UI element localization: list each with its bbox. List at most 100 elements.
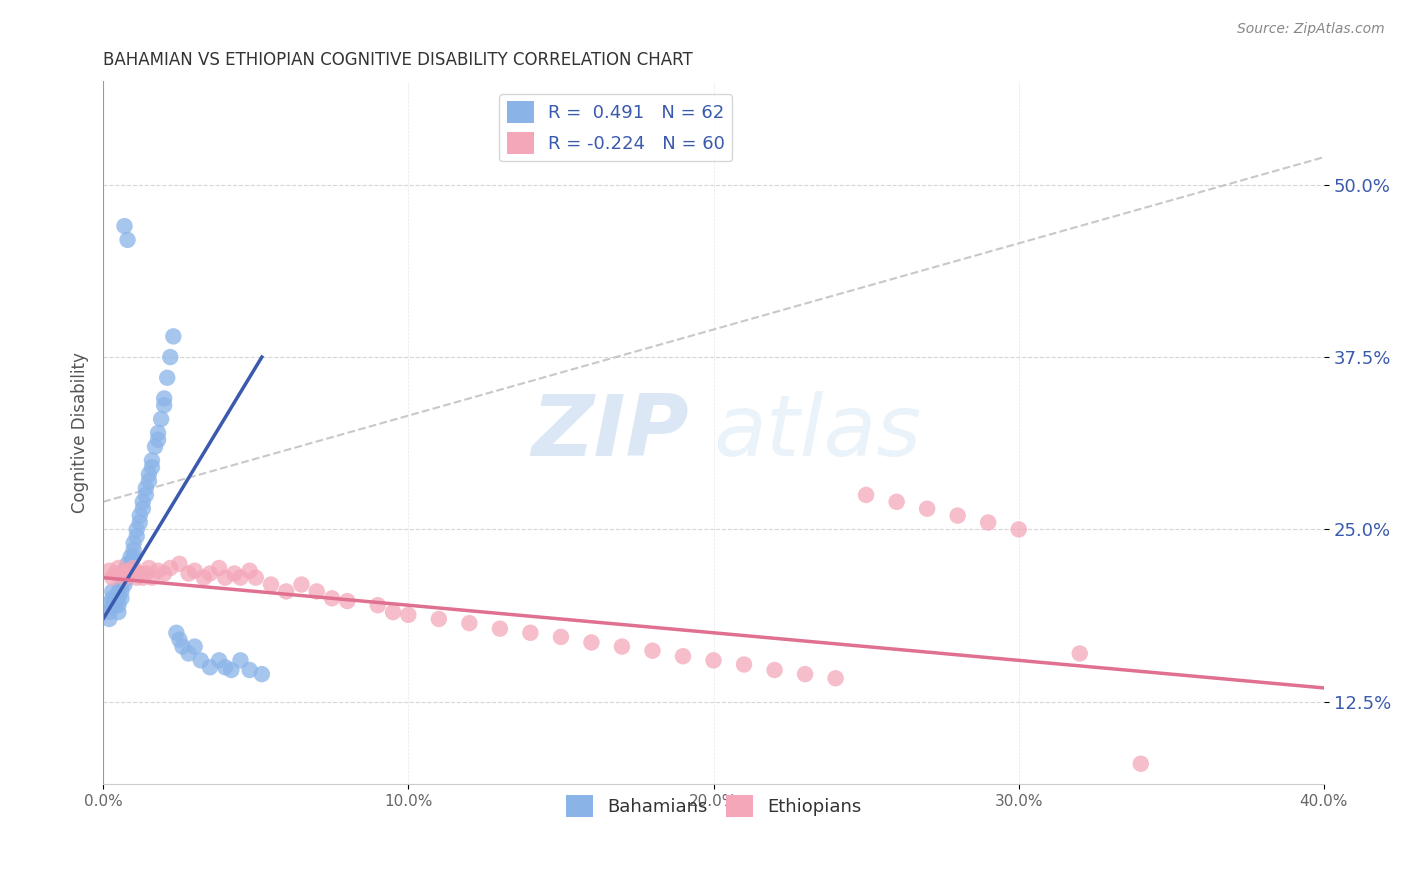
Point xyxy=(104,591,127,606)
Point xyxy=(159,350,181,364)
Point xyxy=(321,591,343,606)
Text: BAHAMIAN VS ETHIOPIAN COGNITIVE DISABILITY CORRELATION CHART: BAHAMIAN VS ETHIOPIAN COGNITIVE DISABILI… xyxy=(103,51,693,69)
Point xyxy=(153,566,176,581)
Point xyxy=(141,571,163,585)
Point xyxy=(221,663,243,677)
Point xyxy=(110,591,132,606)
Point xyxy=(138,474,160,488)
Point xyxy=(183,564,205,578)
Point xyxy=(177,647,200,661)
Point xyxy=(1069,647,1091,661)
Point xyxy=(229,653,252,667)
Point xyxy=(1008,522,1031,536)
Point xyxy=(610,640,633,654)
Point xyxy=(122,536,145,550)
Point xyxy=(208,653,231,667)
Point xyxy=(98,605,121,619)
Point xyxy=(672,649,695,664)
Point xyxy=(98,564,121,578)
Point xyxy=(120,566,142,581)
Point xyxy=(132,571,155,585)
Point xyxy=(135,481,157,495)
Legend: Bahamians, Ethiopians: Bahamians, Ethiopians xyxy=(558,789,869,824)
Point xyxy=(117,564,139,578)
Point xyxy=(101,591,124,606)
Point xyxy=(641,643,664,657)
Point xyxy=(132,495,155,509)
Point xyxy=(96,598,118,612)
Point xyxy=(794,667,817,681)
Point xyxy=(162,329,184,343)
Point xyxy=(114,577,136,591)
Point xyxy=(122,561,145,575)
Point xyxy=(150,412,173,426)
Point xyxy=(214,571,236,585)
Point xyxy=(519,625,541,640)
Point xyxy=(117,564,139,578)
Point xyxy=(239,564,262,578)
Point xyxy=(114,219,136,233)
Point xyxy=(165,625,187,640)
Point xyxy=(1129,756,1152,771)
Point xyxy=(107,561,129,575)
Point xyxy=(733,657,755,672)
Point xyxy=(977,516,1000,530)
Point xyxy=(198,660,221,674)
Point xyxy=(367,598,389,612)
Point xyxy=(110,566,132,581)
Point xyxy=(169,632,191,647)
Point xyxy=(122,543,145,558)
Point xyxy=(763,663,786,677)
Point xyxy=(132,501,155,516)
Point xyxy=(101,584,124,599)
Point xyxy=(101,571,124,585)
Point xyxy=(245,571,267,585)
Point xyxy=(153,392,176,406)
Point xyxy=(824,671,846,685)
Point xyxy=(550,630,572,644)
Point xyxy=(159,561,181,575)
Point xyxy=(146,433,169,447)
Point xyxy=(169,557,191,571)
Point xyxy=(146,425,169,440)
Point xyxy=(114,571,136,585)
Point xyxy=(396,607,419,622)
Point xyxy=(143,440,166,454)
Point xyxy=(336,594,359,608)
Point xyxy=(135,488,157,502)
Point xyxy=(489,622,512,636)
Point xyxy=(141,460,163,475)
Text: atlas: atlas xyxy=(713,392,921,475)
Point xyxy=(153,398,176,412)
Point xyxy=(128,516,150,530)
Point xyxy=(946,508,969,523)
Point xyxy=(239,663,262,677)
Point xyxy=(135,566,157,581)
Point xyxy=(702,653,724,667)
Point xyxy=(138,561,160,575)
Point xyxy=(855,488,877,502)
Point xyxy=(224,566,246,581)
Point xyxy=(120,557,142,571)
Point xyxy=(107,584,129,599)
Point xyxy=(886,495,908,509)
Point xyxy=(138,467,160,482)
Point xyxy=(114,571,136,585)
Point xyxy=(125,529,148,543)
Point xyxy=(107,605,129,619)
Text: Source: ZipAtlas.com: Source: ZipAtlas.com xyxy=(1237,22,1385,37)
Point xyxy=(260,577,283,591)
Point xyxy=(110,584,132,599)
Point xyxy=(107,591,129,606)
Point xyxy=(114,564,136,578)
Point xyxy=(427,612,450,626)
Point xyxy=(98,612,121,626)
Point xyxy=(198,566,221,581)
Point xyxy=(290,577,312,591)
Point xyxy=(190,653,212,667)
Point xyxy=(458,616,481,631)
Point xyxy=(117,571,139,585)
Point xyxy=(156,370,179,384)
Point xyxy=(305,584,328,599)
Point xyxy=(117,557,139,571)
